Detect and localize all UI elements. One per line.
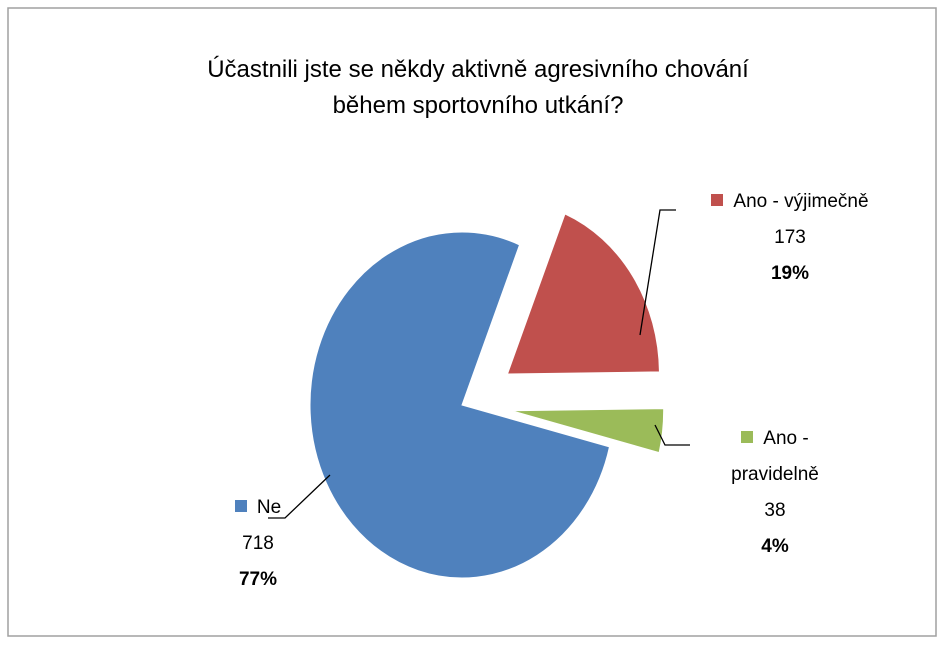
value-label: 38 <box>764 500 786 521</box>
data-label: Ano - pravidelně 38 4% <box>700 421 850 565</box>
legend-swatch <box>711 194 724 206</box>
value-label: 718 <box>242 533 274 554</box>
percentage-label: 77% <box>238 569 278 590</box>
category-text: Ano - výjimečně <box>733 191 869 212</box>
category-label: Ano - výjimečně <box>690 184 890 220</box>
percentage-label: 4% <box>761 536 789 557</box>
legend-swatch <box>234 500 247 512</box>
data-label: Ano - výjimečně 173 19% <box>690 184 890 292</box>
category-label: Ne <box>183 490 333 526</box>
leader-line <box>268 474 331 519</box>
pie-slice <box>511 408 665 454</box>
category-label: Ano - pravidelně <box>700 421 850 493</box>
leader-line <box>654 424 690 446</box>
legend-swatch <box>741 431 754 443</box>
percentage-label: 19% <box>770 263 810 284</box>
category-text: Ano - pravidelně <box>731 428 819 485</box>
pie-slice <box>309 231 611 579</box>
pie-slice <box>506 213 660 375</box>
category-text: Ne <box>256 497 282 518</box>
value-label: 173 <box>774 227 806 248</box>
leader-line <box>639 209 676 336</box>
data-label: Ne 718 77% <box>183 490 333 598</box>
chart-title: Účastnili jste se někdy aktivně agresivn… <box>207 56 749 119</box>
